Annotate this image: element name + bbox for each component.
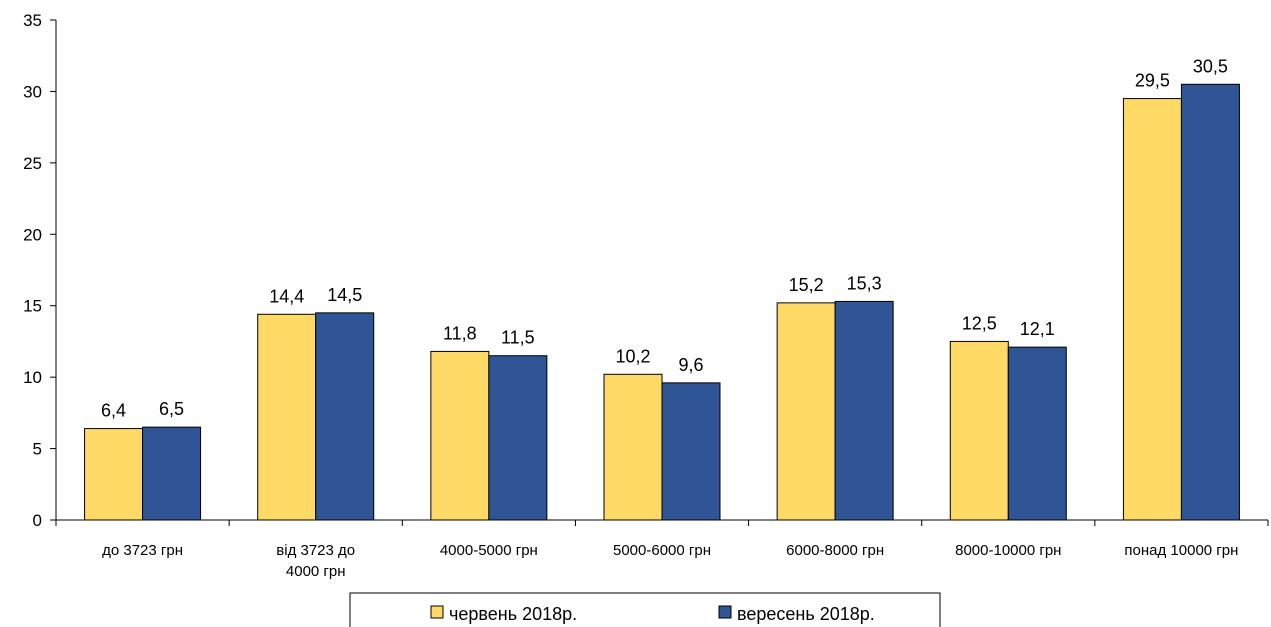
bar [84,428,144,521]
data-label: 15,2 [789,275,824,295]
bar [315,312,375,521]
y-tick-label: 10 [23,368,42,387]
x-category-label-line: 4000 грн [286,563,346,580]
x-category-label: 8000-10000 грн [955,542,1061,559]
bar [257,313,317,521]
y-tick-label: 5 [33,440,42,459]
y-tick-label: 15 [23,297,42,316]
x-category-label: 5000-6000 грн [613,542,711,559]
legend-swatch [718,605,732,619]
y-tick-label: 25 [23,154,42,173]
data-label: 10,2 [615,346,650,366]
data-label: 14,4 [269,286,304,306]
y-tick-label: 0 [33,511,42,530]
data-label: 11,5 [501,328,535,348]
data-label: 9,6 [678,355,703,375]
x-category-label-line: 5000-6000 грн [613,542,711,559]
x-category-label: від 3723 до 4000 грн [276,542,355,580]
legend-box [349,592,941,627]
y-tick-label: 30 [23,82,42,101]
legend: червень 2018р. вересень 2018р. [349,592,941,627]
data-label: 12,5 [962,313,997,333]
bar [776,302,836,521]
x-category-label-line: від 3723 до [276,542,355,559]
bar [1122,98,1182,521]
x-category-label-line: понад 10000 грн [1124,542,1238,559]
data-label: 6,5 [159,399,184,419]
legend-label: червень 2018р. [449,604,577,624]
y-axis: 0 5 10 15 20 25 30 35 [23,11,57,530]
x-category-label-line: 8000-10000 грн [955,542,1061,559]
data-label: 30,5 [1193,56,1228,76]
x-category-label: 4000-5000 грн [440,542,538,559]
x-category-label: понад 10000 грн [1124,542,1238,559]
data-labels: 6,4 14,4 11,8 10,2 15,2 12,5 29,5 6,5 14,5 11,5 9,… [101,56,1228,420]
bar [1180,83,1240,521]
bar [1007,346,1067,521]
bars [84,83,1240,521]
y-tick-label: 35 [23,11,42,30]
data-label: 14,5 [327,285,362,305]
bar [661,382,721,521]
x-category-label-line: 4000-5000 грн [440,542,538,559]
x-category-label: 6000-8000 грн [786,542,884,559]
bar [834,300,894,521]
legend-swatch [430,605,444,619]
data-label: 11,8 [443,323,477,343]
legend-label: вересень 2018р. [737,604,875,624]
bar [430,350,490,521]
x-category-label-line: 6000-8000 грн [786,542,884,559]
bar [603,373,663,521]
x-axis: до 3723 грн від 3723 до 4000 грн 4000-5000 … [55,519,1269,580]
data-label: 6,4 [101,401,126,421]
bar [142,426,202,521]
data-label: 29,5 [1135,71,1170,91]
bar [949,340,1009,521]
data-label: 15,3 [847,273,882,293]
x-category-label: до 3723 грн [102,542,183,559]
y-tick-label: 20 [23,225,42,244]
bar [488,355,548,521]
x-category-label-line: до 3723 грн [102,542,183,559]
data-label: 12,1 [1020,319,1055,339]
